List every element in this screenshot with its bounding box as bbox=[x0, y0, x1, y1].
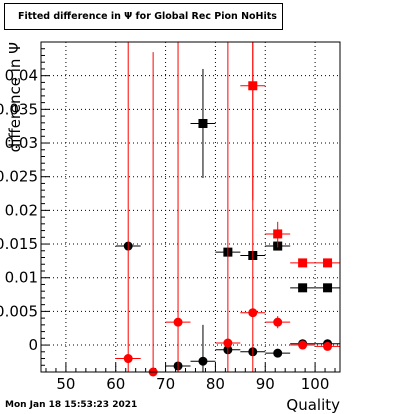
y-tick-label: 0.025 bbox=[0, 168, 38, 186]
data-point-red-circle bbox=[165, 42, 191, 372]
circle-marker bbox=[273, 348, 283, 358]
data-point-red-circle bbox=[290, 340, 316, 350]
data-point-red-circle bbox=[140, 52, 166, 377]
plot-frame bbox=[40, 41, 341, 373]
circle-marker bbox=[198, 356, 208, 366]
square-marker bbox=[273, 229, 283, 239]
circle-marker bbox=[248, 308, 258, 318]
x-tick-label: 80 bbox=[206, 375, 225, 393]
y-axis-title: difference in Ψ bbox=[6, 42, 24, 152]
data-point-black-square bbox=[290, 283, 316, 293]
circle-marker bbox=[298, 340, 308, 350]
circle-marker bbox=[173, 317, 183, 327]
x-axis-title: Quality bbox=[286, 396, 340, 414]
square-marker bbox=[298, 283, 308, 293]
y-tick-label: 0.01 bbox=[5, 269, 38, 287]
data-point-black-square bbox=[315, 283, 340, 293]
y-tick-label: 0.015 bbox=[0, 235, 38, 253]
series-red bbox=[115, 42, 340, 377]
y-tick-label: 0.03 bbox=[5, 134, 38, 152]
chart-title-box: Fitted difference in Ψ for Global Rec Pi… bbox=[4, 3, 283, 30]
y-tick-label: 0.005 bbox=[0, 302, 38, 320]
data-point-red-square bbox=[290, 258, 316, 268]
x-tick-label: 90 bbox=[256, 375, 275, 393]
data-point-red-square bbox=[265, 221, 291, 248]
x-tick-label: 100 bbox=[301, 375, 330, 393]
data-point-red-circle bbox=[265, 316, 291, 329]
data-point-red-circle bbox=[315, 341, 340, 351]
y-tick-labels: 0 0.005 0.01 0.015 0.02 0.025 0.03 0.035 0.04 bbox=[0, 67, 38, 354]
square-marker bbox=[323, 283, 333, 293]
y-tick-label: 0.02 bbox=[5, 201, 38, 219]
axis-ticks bbox=[41, 48, 336, 372]
data-series bbox=[115, 42, 340, 377]
x-tick-label: 50 bbox=[56, 375, 75, 393]
data-point-red-circle bbox=[115, 42, 141, 372]
square-marker bbox=[323, 258, 333, 268]
square-marker bbox=[198, 118, 208, 128]
square-marker bbox=[248, 81, 258, 91]
x-tick-labels: 50 60 70 80 90 100 bbox=[56, 375, 329, 393]
y-tick-label: 0.035 bbox=[0, 100, 38, 118]
data-point-red-circle bbox=[215, 42, 241, 372]
circle-marker bbox=[123, 354, 133, 364]
x-tick-label: 60 bbox=[106, 375, 125, 393]
chart-title: Fitted difference in Ψ for Global Rec Pi… bbox=[18, 11, 277, 22]
circle-marker bbox=[223, 338, 233, 348]
data-point-black-circle bbox=[190, 324, 216, 372]
timestamp: Mon Jan 18 15:53:23 2021 bbox=[5, 400, 138, 410]
data-point-red-square bbox=[315, 258, 340, 268]
data-point-black-circle bbox=[265, 348, 291, 358]
data-point-black-square bbox=[190, 68, 216, 179]
data-point-red-square bbox=[240, 42, 266, 201]
y-tick-label: 0.04 bbox=[5, 67, 38, 85]
x-tick-label: 70 bbox=[156, 375, 175, 393]
y-tick-label: 0 bbox=[28, 336, 38, 354]
circle-marker bbox=[323, 341, 333, 351]
square-marker bbox=[298, 258, 308, 268]
circle-marker bbox=[273, 317, 283, 327]
